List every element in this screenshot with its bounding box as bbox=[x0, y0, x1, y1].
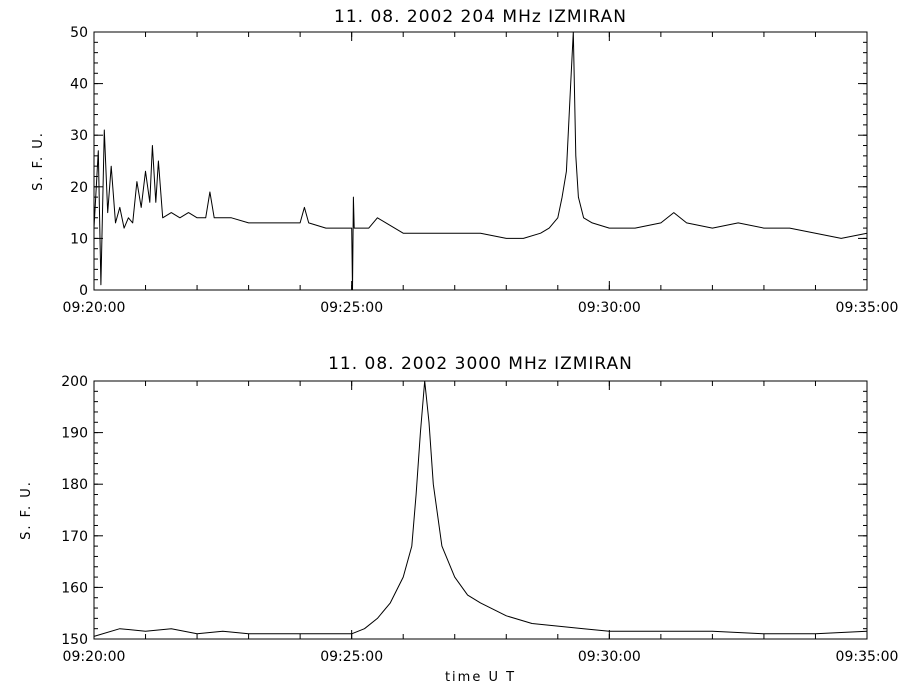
y-tick-label: 180 bbox=[61, 477, 88, 493]
x-axis-label: time U T bbox=[445, 670, 516, 685]
y-tick-label: 0 bbox=[79, 283, 88, 299]
panel-204mhz: 11. 08. 2002 204 MHz IZMIRAN S. F. U. 0 10 2… bbox=[31, 7, 898, 316]
y-axis-label: S. F. U. bbox=[19, 480, 34, 540]
x-tick-label: 09:30:00 bbox=[578, 649, 641, 665]
plot-frame bbox=[93, 380, 868, 640]
y-tick-label: 50 bbox=[70, 25, 88, 41]
y-tick-label: 160 bbox=[61, 580, 88, 596]
series-line bbox=[93, 380, 868, 637]
x-tick-label: 09:25:00 bbox=[320, 649, 383, 665]
y-tick-label: 20 bbox=[70, 180, 88, 196]
x-tick-label: 09:25:00 bbox=[320, 300, 383, 316]
chart-title: 11. 08. 2002 204 MHz IZMIRAN bbox=[334, 7, 627, 27]
y-tick-label: 40 bbox=[70, 77, 88, 93]
y-tick-label: 10 bbox=[70, 231, 88, 247]
x-tick-label: 09:30:00 bbox=[578, 300, 641, 316]
x-tick-label: 09:35:00 bbox=[836, 300, 899, 316]
y-tick-label: 30 bbox=[70, 128, 88, 144]
y-tick-label: 170 bbox=[61, 529, 88, 545]
panel-3000mhz: 11. 08. 2002 3000 MHz IZMIRAN S. F. U. tim… bbox=[19, 354, 898, 685]
plot-frame bbox=[93, 31, 868, 291]
y-tick-label: 190 bbox=[61, 426, 88, 442]
x-tick-label: 09:35:00 bbox=[836, 649, 899, 665]
y-axis-label: S. F. U. bbox=[31, 131, 46, 191]
x-tick-label: 09:20:00 bbox=[63, 300, 126, 316]
y-tick-label: 200 bbox=[61, 374, 88, 390]
x-tick-label: 09:20:00 bbox=[63, 649, 126, 665]
y-tick-label: 150 bbox=[61, 632, 88, 648]
series-line bbox=[93, 31, 868, 291]
chart-title: 11. 08. 2002 3000 MHz IZMIRAN bbox=[328, 354, 633, 374]
